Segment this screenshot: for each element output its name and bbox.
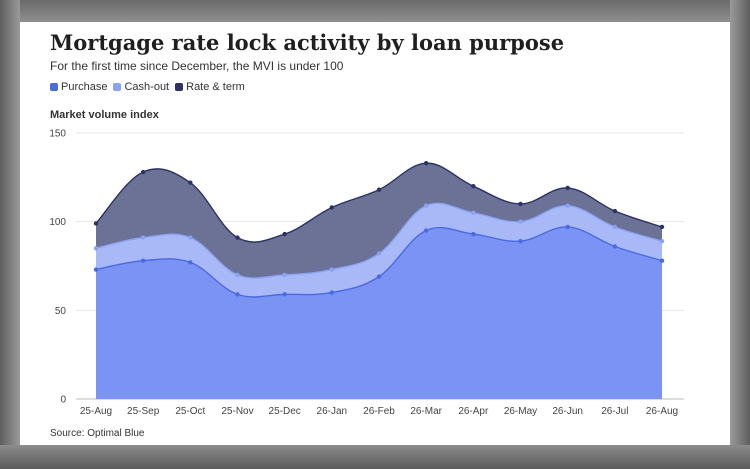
y-axis-title: Market volume index <box>50 109 159 121</box>
point-cashout-5 <box>329 267 335 272</box>
chart-subtitle: For the first time since December, the M… <box>50 59 344 73</box>
point-rateterm-3 <box>235 235 240 240</box>
point-rateterm-0 <box>93 221 99 226</box>
point-purchase-11 <box>612 244 618 249</box>
point-rateterm-8 <box>471 184 476 189</box>
point-rateterm-7 <box>423 160 429 166</box>
point-purchase-9 <box>518 238 523 244</box>
x-tick-label-1: 25-Sep <box>127 406 160 417</box>
point-rateterm-11 <box>612 208 618 214</box>
point-cashout-7 <box>423 203 429 208</box>
point-cashout-4 <box>282 272 287 278</box>
x-tick-label-10: 26-Jun <box>552 406 583 417</box>
legend-label-purchase: Purchase <box>61 81 108 93</box>
chart-title: Mortgage rate lock activity by loan purp… <box>50 30 565 55</box>
y-tick-label-150: 150 <box>49 129 66 140</box>
x-tick-label-8: 26-Apr <box>458 406 489 417</box>
point-purchase-2 <box>188 260 193 265</box>
legend-item-rateterm: Rate & term <box>175 81 245 93</box>
point-rateterm-10 <box>565 185 570 191</box>
point-rateterm-12 <box>659 224 665 230</box>
y-tick-label-50: 50 <box>55 306 67 317</box>
background-bottom <box>0 445 750 469</box>
point-cashout-0 <box>93 246 99 251</box>
point-purchase-6 <box>376 274 382 279</box>
point-purchase-0 <box>93 267 99 272</box>
point-purchase-7 <box>423 228 429 233</box>
legend-swatch-rateterm <box>175 83 184 91</box>
area-purchase <box>96 226 662 399</box>
legend: Purchase Cash-out Rate & term <box>50 81 245 93</box>
x-tick-label-12: 26-Aug <box>646 406 678 417</box>
x-tick-label-3: 25-Nov <box>221 406 253 417</box>
legend-label-cashout: Cash-out <box>124 81 170 93</box>
point-cashout-1 <box>140 235 146 240</box>
point-rateterm-2 <box>188 180 193 185</box>
point-purchase-1 <box>140 258 146 263</box>
x-tick-label-9: 26-May <box>504 406 537 417</box>
point-cashout-2 <box>188 235 193 240</box>
legend-item-purchase: Purchase <box>50 81 107 93</box>
x-tick-label-0: 25-Aug <box>80 406 112 417</box>
point-purchase-5 <box>329 290 335 295</box>
point-purchase-8 <box>471 231 476 237</box>
point-cashout-12 <box>659 238 665 244</box>
background-right <box>730 0 750 469</box>
x-tick-label-11: 26-Jul <box>601 406 628 417</box>
point-purchase-4 <box>282 292 287 297</box>
point-rateterm-9 <box>518 201 523 207</box>
point-rateterm-5 <box>329 205 335 210</box>
point-purchase-10 <box>565 224 570 230</box>
legend-swatch-cashout <box>113 83 122 91</box>
background-left <box>0 0 20 469</box>
point-rateterm-6 <box>376 187 382 192</box>
x-tick-label-2: 25-Oct <box>175 406 205 417</box>
chart-card: Mortgage rate lock activity by loan purp… <box>20 22 730 445</box>
x-tick-label-6: 26-Feb <box>363 406 395 417</box>
point-cashout-9 <box>518 219 523 224</box>
area-chart: 0 50 100 150 25-Aug 25-Sep 25-Oct 25-Nov 25-Dec 2… <box>49 129 684 417</box>
x-tick-label-7: 26-Mar <box>410 406 442 417</box>
background-top <box>0 0 750 22</box>
point-rateterm-1 <box>140 169 146 175</box>
point-cashout-6 <box>376 251 382 256</box>
legend-item-cashout: Cash-out <box>113 81 169 93</box>
legend-swatch-purchase <box>50 83 58 91</box>
x-tick-label-5: 26-Jan <box>317 406 348 417</box>
y-tick-label-0: 0 <box>60 395 66 406</box>
point-purchase-12 <box>659 258 665 263</box>
point-purchase-3 <box>235 292 240 297</box>
point-cashout-3 <box>235 272 240 278</box>
source-note: Source: Optimal Blue <box>50 428 145 439</box>
point-rateterm-4 <box>282 231 287 237</box>
point-cashout-10 <box>565 203 570 208</box>
point-cashout-8 <box>471 210 476 215</box>
x-tick-label-4: 25-Dec <box>269 406 301 417</box>
point-cashout-11 <box>612 224 618 230</box>
y-tick-label-100: 100 <box>49 217 66 228</box>
legend-label-rateterm: Rate & term <box>186 81 245 93</box>
